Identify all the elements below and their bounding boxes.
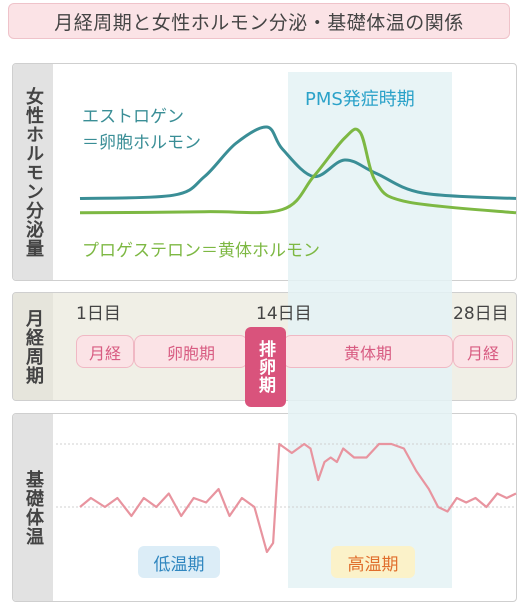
ovulation-label: 排卵期 [255, 340, 275, 394]
cycle-axis-label: 月経周期 [23, 308, 44, 385]
day-28-label: 28日目 [453, 304, 509, 324]
phase-menstruation-1-label: 月経 [88, 343, 121, 363]
title-banner: 月経周期と女性ホルモン分泌・基礎体温の関係 [8, 3, 510, 39]
day-14-label: 14日目 [256, 304, 312, 324]
temperature-panel-label: 基礎体温 [13, 414, 53, 601]
cycle-panel-label: 月経周期 [13, 293, 53, 400]
low-temp-tag: 低温期 [138, 546, 220, 578]
progesterone-label: プロゲステロン＝黄体ホルモン [82, 241, 320, 261]
hormone-panel-label: 女性ホルモン分泌量 [13, 64, 53, 280]
hormone-axis-label: 女性ホルモン分泌量 [23, 86, 44, 258]
phase-luteal: 黄体期 [283, 335, 453, 368]
progesterone-series-line [79, 127, 517, 215]
pms-period-band [288, 72, 452, 588]
high-temp-tag: 高温期 [331, 546, 415, 578]
ovulation-badge: 排卵期 [245, 327, 286, 407]
temperature-series-line [79, 442, 517, 554]
phase-menstruation-1: 月経 [76, 335, 134, 368]
low-temp-label: 低温期 [153, 554, 205, 575]
estrogen-series-line [79, 125, 517, 200]
estrogen-label-line1: エストロゲン [82, 107, 184, 127]
pms-label: PMS発症時期 [305, 89, 415, 110]
day-1-label: 1日目 [76, 304, 121, 324]
estrogen-label-line2: ＝卵胞ホルモン [82, 133, 201, 153]
phase-follicular-label: 卵胞期 [166, 343, 215, 363]
phase-menstruation-2: 月経 [453, 335, 513, 368]
phase-follicular: 卵胞期 [134, 335, 248, 368]
high-temp-label: 高温期 [347, 554, 399, 575]
temperature-axis-label: 基礎体温 [23, 469, 44, 546]
page-title: 月経周期と女性ホルモン分泌・基礎体温の関係 [54, 11, 464, 34]
phase-menstruation-2-label: 月経 [466, 343, 499, 363]
phase-luteal-label: 黄体期 [343, 343, 392, 363]
